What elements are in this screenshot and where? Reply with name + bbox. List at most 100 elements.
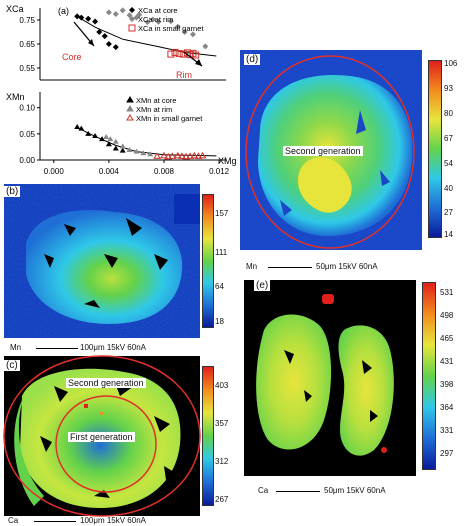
point-xca-core [92, 18, 99, 25]
map-d-element: Mn [246, 262, 258, 271]
y-axis-label-bottom: XMn [6, 92, 25, 102]
colorbar-e-tick: 498 [440, 311, 454, 320]
point-xmn-small [198, 151, 207, 159]
point-xmn-rim [112, 138, 119, 144]
y-tick-label-top: 0.75 [19, 16, 35, 25]
legend-label-top: XCa at rim [138, 15, 173, 24]
colorbar-d [428, 60, 442, 238]
x-tick-label: 0.000 [44, 167, 65, 176]
point-xmn-rim [147, 151, 154, 157]
legend-label-top: XCa in small garnet [138, 24, 204, 33]
map-e [244, 280, 416, 476]
point-xmn-small [164, 152, 173, 160]
point-xca-rim [181, 29, 188, 35]
colorbar-c-tick: 403 [215, 381, 229, 390]
point-xmn-core [78, 125, 85, 131]
legend-label-bottom: XMn at rim [136, 105, 172, 114]
point-xmn-rim [119, 143, 126, 149]
point-xca-rim [167, 18, 174, 25]
arrow-rim-head [195, 59, 202, 66]
y-tick-label-bottom: 0.00 [19, 156, 35, 165]
map-b [4, 184, 200, 338]
point-xca-core [112, 44, 119, 51]
colorbar-c-tick: 357 [215, 419, 229, 428]
colorbar-b-tick: 64 [215, 282, 224, 291]
colorbar-d-tick: 67 [444, 134, 453, 143]
map-c-element: Ca [8, 516, 19, 525]
second-generation-circle-d [245, 55, 415, 249]
x-tick-label: 0.012 [209, 167, 230, 176]
point-xca-small [175, 50, 183, 58]
colorbar-e-tick: 364 [440, 403, 454, 412]
point-xca-rim [202, 43, 209, 50]
point-xca-core [101, 33, 108, 40]
map-b-element: Mn [10, 343, 22, 352]
point-xca-rim [189, 31, 196, 38]
colorbar-d-tick: 106 [444, 59, 458, 68]
point-xca-core [105, 41, 112, 47]
first-generation-circle [55, 395, 157, 493]
point-xca-rim [144, 19, 151, 26]
point-xmn-core [112, 145, 119, 151]
point-xca-small [171, 48, 179, 56]
point-xmn-core [105, 141, 112, 147]
colorbar-d-tick: 40 [444, 184, 453, 193]
x-tick-label: 0.004 [99, 167, 120, 176]
legend-marker-top [129, 7, 135, 13]
colorbar-c-tick: 312 [215, 457, 229, 466]
point-xmn-rim [103, 133, 110, 139]
legend-marker-bottom [126, 96, 134, 103]
point-xmn-small [182, 152, 190, 160]
point-xca-small [167, 50, 175, 58]
point-xmn-core [119, 147, 126, 153]
point-xca-rim [149, 16, 156, 23]
point-xmn-small [178, 152, 186, 159]
point-xca-small [192, 51, 200, 59]
map-d-overlay [245, 55, 415, 249]
colorbar-b-tick: 157 [215, 209, 229, 218]
map-b-label: (b) [4, 186, 21, 197]
colorbar-d-tick: 27 [444, 208, 453, 217]
colorbar-b [202, 194, 214, 328]
point-xca-rim [112, 11, 119, 17]
point-xmn-rim [133, 148, 140, 154]
map-d-label: (d) [244, 54, 261, 65]
point-xmn-core [99, 136, 105, 142]
map-c-annotation-first: First generation [68, 432, 135, 442]
point-xca-core [96, 29, 103, 35]
point-xmn-rim [107, 136, 114, 142]
colorbar-b-tick: 18 [215, 317, 224, 326]
colorbar-e-tick: 431 [440, 357, 454, 366]
x-axis-label: XMg [218, 156, 236, 166]
colorbar-e-tick: 297 [440, 449, 454, 458]
colorbar-e-tick: 531 [440, 288, 454, 297]
point-xca-rim [126, 12, 133, 19]
panel-label-a: (a) [58, 6, 69, 16]
map-c-scalebar [34, 521, 76, 522]
map-c-overlay [3, 355, 201, 517]
legend-marker-bottom [126, 105, 134, 112]
colorbar-c [202, 366, 214, 506]
point-xmn-small [173, 151, 182, 159]
map-e-image [244, 280, 416, 476]
colorbar-d-tick: 54 [444, 159, 453, 168]
legend-label-top: XCa at core [138, 6, 178, 15]
map-c-label: (c) [4, 360, 20, 371]
colorbar-c-tick: 267 [215, 495, 229, 504]
x-tick-label: 0.008 [154, 167, 175, 176]
map-e-scalebar [276, 491, 320, 492]
point-xmn-rim [140, 150, 147, 156]
y-tick-label-bottom: 0.05 [19, 130, 35, 139]
map-c-scalebar-text: 100μm 15kV 60nA [80, 516, 146, 525]
point-xca-rim [119, 7, 126, 14]
map-e-element: Ca [258, 486, 269, 495]
point-xca-core [78, 14, 85, 21]
arrow-core-head [88, 39, 94, 46]
point-xca-core [85, 15, 92, 22]
legend-label-bottom: XMn in small garnet [136, 114, 203, 123]
trend-line-bottom [76, 127, 217, 157]
point-xmn-small [190, 151, 199, 159]
colorbar-e [422, 282, 436, 470]
point-xmn-core [92, 132, 99, 138]
